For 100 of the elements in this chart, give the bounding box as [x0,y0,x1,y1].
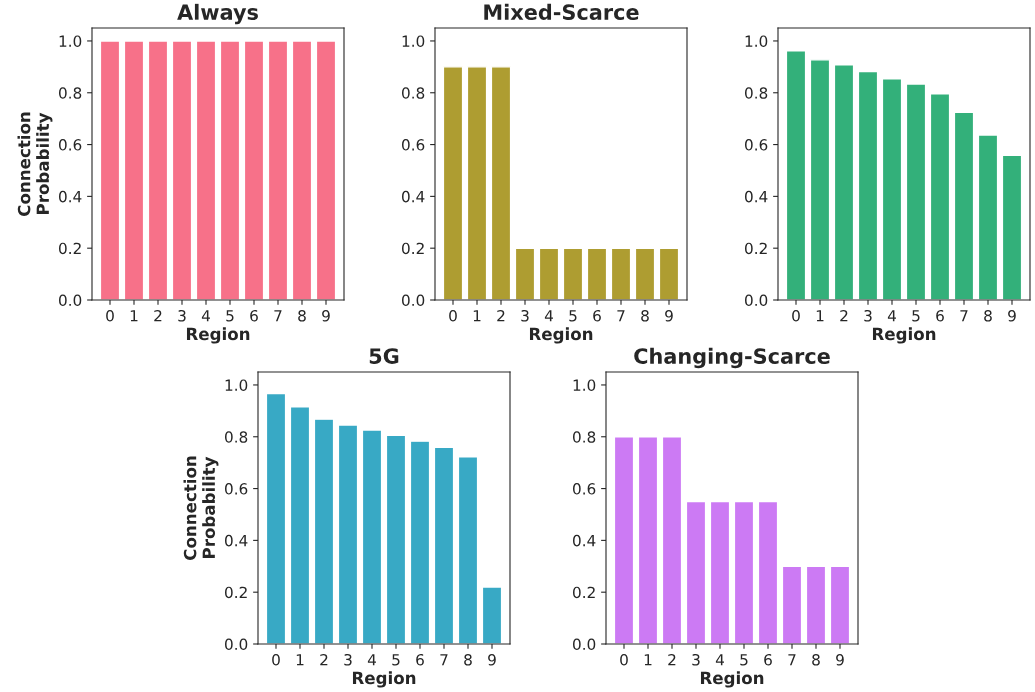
bar [809,59,831,300]
x-tick-label: 0 [449,309,457,322]
y-tick-label: 0.4 [401,190,425,203]
bar [977,134,999,300]
y-tick-label: 0.8 [224,431,248,443]
bar [757,500,779,644]
y-tick-label: 0.2 [224,586,247,599]
x-tick-label: 8 [812,653,820,666]
bar [709,500,731,644]
x-tick-label: 6 [764,653,772,666]
bar [481,586,503,644]
x-tick-label: 1 [816,310,824,322]
bar [905,83,927,300]
y-tick-label: 0.0 [744,294,768,307]
bar [785,50,807,300]
x-tick-label: 5 [740,654,748,666]
bar [833,64,855,300]
chart-title: 5G [369,348,399,364]
bar [265,392,287,644]
x-tick-label: 4 [367,654,376,666]
y-tick-label: 0.4 [224,534,248,547]
y-tick-label: 0.6 [572,483,596,495]
x-tick-label: 0 [272,653,280,666]
x-tick-label: 2 [840,309,848,322]
chart-title: Changing-Scarce [634,347,830,369]
bar [313,418,335,644]
bar [613,436,635,644]
x-tick-label: 4 [887,310,896,322]
bar [929,93,951,300]
chart-title: Mixed-Scarce [484,3,639,20]
bar [881,78,903,300]
x-tick-label: 6 [593,309,601,322]
bar [361,429,383,644]
y-tick-label: 0.6 [58,139,82,151]
y-tick-label: 0.8 [58,87,82,99]
bar [685,500,707,644]
x-tick-label: 3 [344,653,352,666]
x-tick-label: 2 [154,309,162,322]
x-tick-label: 1 [130,310,138,322]
x-tick-label: 0 [792,309,800,322]
x-tick-label: 1 [296,654,304,666]
x-tick-label: 2 [320,653,328,666]
x-tick-label: 4 [715,654,724,666]
bar [661,436,683,644]
bar [409,440,431,644]
y-tick-label: 1.0 [573,379,596,391]
x-tick-label: 9 [488,653,496,666]
x-axis-title: Region [872,327,936,344]
x-tick-label: 1 [644,654,652,666]
bar [289,406,311,644]
y-tick-label: 0.6 [744,139,768,151]
x-tick-label: 0 [106,309,114,322]
bar [781,565,803,644]
x-axis-title: Region [186,327,250,344]
x-tick-label: 6 [936,309,944,322]
bar [385,434,407,644]
y-tick-label: 1.0 [745,35,768,47]
y-tick-label: 0.4 [572,534,596,547]
x-tick-label: 5 [912,310,920,322]
x-axis-title: Region [352,671,416,688]
y-tick-label: 1.0 [59,35,82,47]
x-tick-label: 9 [665,309,673,322]
x-tick-label: 6 [250,309,258,322]
bar [433,446,455,644]
x-tick-label: 8 [464,653,472,666]
x-tick-label: 2 [497,309,505,322]
bar [337,424,359,644]
bar [733,500,755,644]
y-tick-label: 0.4 [744,190,768,203]
y-tick-label: 0.0 [224,638,248,651]
x-tick-label: 6 [416,653,424,666]
x-tick-label: 5 [569,310,577,322]
bar [829,565,851,644]
y-tick-label: 1.0 [225,379,248,391]
x-tick-label: 8 [984,309,992,322]
x-tick-label: 7 [440,654,448,666]
x-tick-label: 7 [788,654,796,666]
x-tick-label: 3 [178,309,186,322]
y-tick-label: 0.2 [744,242,767,255]
y-tick-label: 0.8 [401,87,425,99]
x-tick-label: 7 [960,310,968,322]
x-tick-label: 8 [641,309,649,322]
y-axis-title: Connection Probability [17,112,53,216]
y-tick-label: 1.0 [402,35,425,47]
x-tick-label: 0 [620,653,628,666]
y-axis-title: Connection Probability [183,456,219,560]
bar [457,456,479,644]
y-tick-label: 0.8 [572,431,596,443]
x-tick-label: 4 [201,310,210,322]
x-tick-label: 3 [692,653,700,666]
y-tick-label: 0.0 [572,638,596,651]
chart-title: Always [177,3,258,25]
x-tick-label: 3 [521,309,529,322]
bar [953,111,975,300]
x-tick-label: 9 [322,309,330,322]
x-tick-label: 5 [226,310,234,322]
bar [805,565,827,644]
x-tick-label: 8 [298,309,306,322]
x-tick-label: 9 [1008,309,1016,322]
bar [857,70,879,300]
